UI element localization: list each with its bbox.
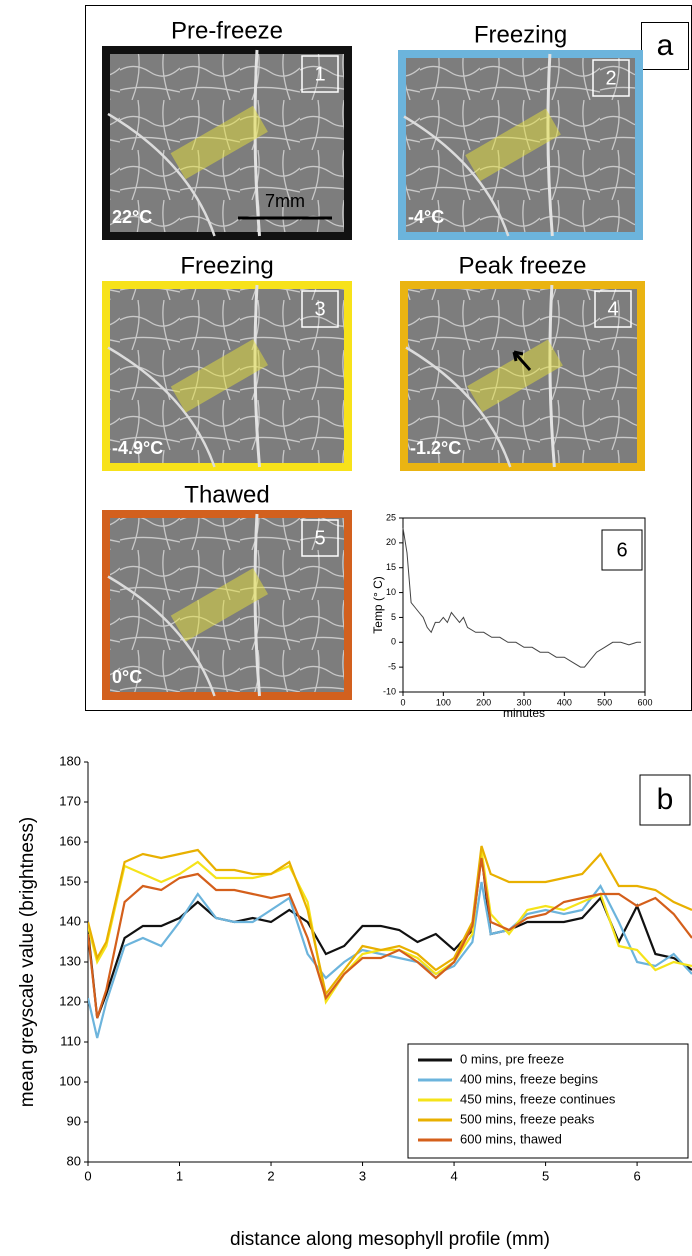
number-box xyxy=(592,59,630,97)
data-line xyxy=(88,845,692,997)
y-tick-label: -5 xyxy=(388,662,396,672)
transect-highlight xyxy=(170,339,269,413)
x-tick-label: 100 xyxy=(436,697,451,707)
legend-label: 600 mins, thawed xyxy=(460,1131,562,1146)
panel-number: 5 xyxy=(314,527,325,549)
side-vein xyxy=(405,346,512,468)
y-tick-label: 170 xyxy=(59,793,81,808)
midrib xyxy=(253,513,261,697)
temperature-label: -4°C xyxy=(408,207,444,227)
y-tick-label: 180 xyxy=(59,753,81,768)
temperature-inset: -10 -5 0 5 10 15 20 25 0 100 200 300 400 500 600 minute… xyxy=(371,512,654,720)
legend-label: 500 mins, freeze peaks xyxy=(460,1111,595,1126)
arrow xyxy=(512,350,532,371)
legend-label: 400 mins, freeze begins xyxy=(460,1071,599,1086)
panel-title: Freezing xyxy=(180,252,273,279)
panel-label-box xyxy=(639,774,691,826)
transect-highlight xyxy=(170,568,269,642)
x-tick-label: 5 xyxy=(542,1168,549,1183)
x-tick-label: 0 xyxy=(84,1168,91,1183)
number-box xyxy=(301,519,339,557)
data-line xyxy=(88,853,692,1019)
panel-number: 3 xyxy=(314,298,325,320)
x-tick-label: 500 xyxy=(597,697,612,707)
panel-title: Pre-freeze xyxy=(171,17,283,44)
x-tick-label: 0 xyxy=(400,697,405,707)
panel-label: a xyxy=(657,29,674,62)
panel-title: Thawed xyxy=(184,481,269,508)
y-tick-label: 150 xyxy=(59,873,81,888)
panel-title: Freezing xyxy=(474,21,567,48)
temperature-label: -1.2°C xyxy=(410,438,461,458)
midrib xyxy=(253,284,261,468)
midrib xyxy=(548,284,556,468)
midrib xyxy=(253,49,261,237)
number-box xyxy=(594,290,632,328)
brightness-chart: 80 90 100 110 120 130 140 150 160 170 180 0 1 2 3 4 5 6 di… xyxy=(17,753,692,1250)
y-tick-label: 120 xyxy=(59,993,81,1008)
side-vein xyxy=(107,575,216,697)
legend-label: 0 mins, pre freeze xyxy=(460,1051,564,1066)
x-tick-label: 600 xyxy=(637,697,652,707)
data-line xyxy=(88,857,692,1019)
panel-number: 4 xyxy=(607,298,618,320)
x-tick-label: 200 xyxy=(476,697,491,707)
x-tick-label: 1 xyxy=(176,1168,183,1183)
panel-number: 1 xyxy=(314,63,325,85)
data-line xyxy=(402,527,641,668)
x-axis-label: distance along mesophyll profile (mm) xyxy=(230,1229,550,1250)
y-tick-label: 100 xyxy=(59,1073,81,1088)
transect-highlight xyxy=(465,108,561,182)
side-vein xyxy=(107,112,216,237)
y-tick-label: 130 xyxy=(59,953,81,968)
x-tick-label: 3 xyxy=(359,1168,366,1183)
axes xyxy=(402,517,646,693)
y-tick-label: -10 xyxy=(383,686,396,696)
axes xyxy=(87,762,692,1163)
temperature-label: 22°C xyxy=(112,207,152,227)
y-tick-label: 140 xyxy=(59,913,81,928)
image-panels: Pre-freeze 1 22°C Freezing 2 -4°C Freezing 3 -4.… xyxy=(102,17,645,700)
y-tick-label: 160 xyxy=(59,833,81,848)
y-axis-label: mean greyscale value (brightness) xyxy=(17,817,38,1107)
y-axis-label: Temp (° C) xyxy=(371,576,385,633)
y-tick-label: 15 xyxy=(386,562,396,572)
y-tick-label: 25 xyxy=(386,512,396,522)
panel-title: Peak freeze xyxy=(458,252,586,279)
x-axis-label: minutes xyxy=(503,706,545,720)
panel-number: 2 xyxy=(605,67,616,89)
y-tick-label: 80 xyxy=(67,1153,81,1168)
y-tick-label: 0 xyxy=(391,637,396,647)
y-tick-label: 10 xyxy=(386,587,396,597)
side-vein xyxy=(107,346,216,468)
temperature-label: -4.9°C xyxy=(112,438,163,458)
y-tick-label: 5 xyxy=(391,612,396,622)
x-tick-label: 4 xyxy=(450,1168,457,1183)
temperature-label: 0°C xyxy=(112,667,142,687)
scale-bar-label: 7mm xyxy=(265,191,305,211)
data-line xyxy=(88,881,692,1039)
y-tick-label: 90 xyxy=(67,1113,81,1128)
legend-box xyxy=(407,1043,689,1159)
transect-highlight xyxy=(170,105,268,180)
panel-label-box xyxy=(641,22,689,70)
x-tick-label: 400 xyxy=(557,697,572,707)
side-vein xyxy=(403,115,510,237)
y-tick-label: 110 xyxy=(60,1033,81,1048)
legend-label: 450 mins, freeze continues xyxy=(460,1091,616,1106)
x-tick-label: 300 xyxy=(516,697,531,707)
panel-label: b xyxy=(657,783,674,816)
x-tick-label: 2 xyxy=(267,1168,274,1183)
y-tick-label: 20 xyxy=(386,537,396,547)
midrib xyxy=(546,53,554,237)
number-box xyxy=(301,290,339,328)
panel-label-box xyxy=(601,529,643,571)
number-box xyxy=(301,55,339,93)
panel-label: 6 xyxy=(616,539,627,561)
transect-highlight xyxy=(467,339,563,413)
x-tick-label: 6 xyxy=(633,1168,640,1183)
data-line xyxy=(88,849,692,1005)
